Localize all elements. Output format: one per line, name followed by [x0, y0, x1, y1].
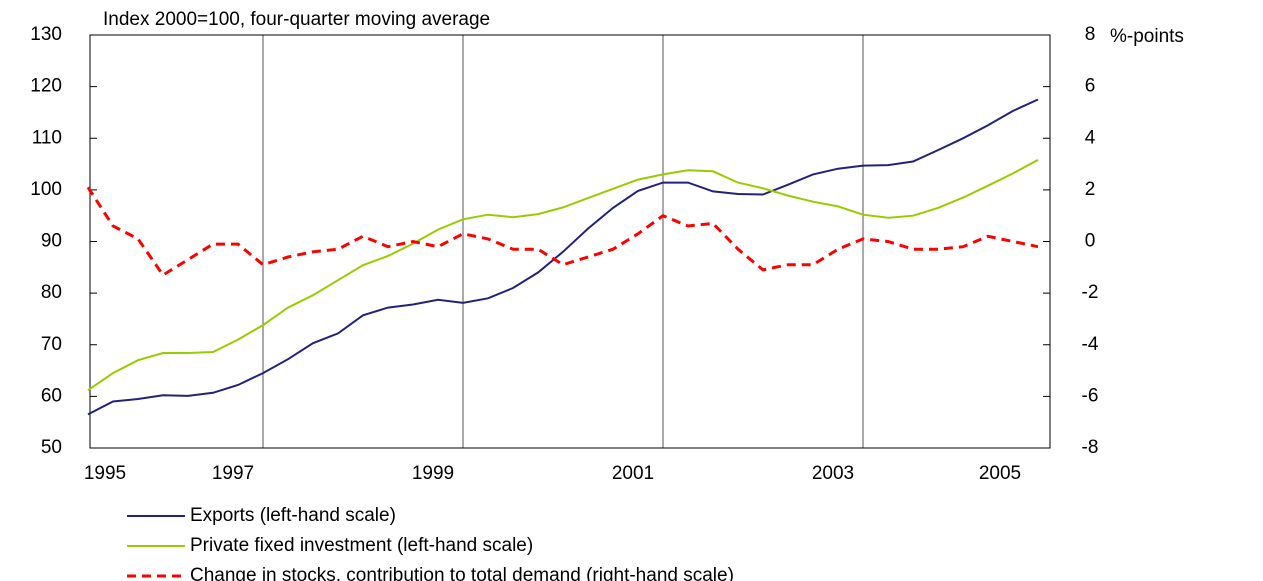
y-tick-label: 100	[30, 179, 62, 200]
y2-tick-label: -6	[1082, 385, 1099, 406]
y-tick-label: 110	[32, 127, 62, 148]
plot-frame	[89, 34, 1051, 449]
y2-tick-label: 4	[1085, 127, 1096, 148]
y-tick-label: 70	[41, 334, 62, 355]
y2-tick-label: -2	[1082, 282, 1099, 303]
legend-label: Change in stocks, contribution to total …	[190, 565, 734, 581]
legend-label: Private fixed investment (left-hand scal…	[190, 535, 533, 556]
x-tick-label: 2003	[812, 463, 854, 484]
y-tick-label: 50	[41, 437, 62, 458]
x-tick-label: 2005	[979, 463, 1021, 484]
x-tick-label: 2001	[612, 463, 654, 484]
series-line	[86, 186, 1039, 278]
x-tick-label: 1995	[84, 463, 126, 484]
y2-tick-label: 6	[1085, 76, 1096, 97]
y2-tick-label: -4	[1082, 334, 1099, 355]
chart-title: Index 2000=100, four-quarter moving aver…	[103, 9, 490, 30]
x-tick-label: 1999	[412, 463, 454, 484]
y2-tick-label: 2	[1085, 179, 1096, 200]
y-tick-label: 60	[41, 385, 62, 406]
series-line	[87, 98, 1039, 416]
y2-tick-label: 8	[1085, 24, 1096, 45]
y-tick-label: 130	[30, 24, 62, 45]
y2-axis-label: %-points	[1110, 26, 1184, 47]
y2-tick-label: 0	[1085, 231, 1096, 252]
y-tick-label: 90	[41, 231, 62, 252]
y-tick-label: 120	[30, 76, 62, 97]
x-tick-label: 1997	[212, 463, 254, 484]
y2-tick-label: -8	[1082, 437, 1099, 458]
series-line	[87, 159, 1039, 392]
legend-label: Exports (left-hand scale)	[190, 505, 396, 526]
y-tick-label: 80	[41, 282, 62, 303]
